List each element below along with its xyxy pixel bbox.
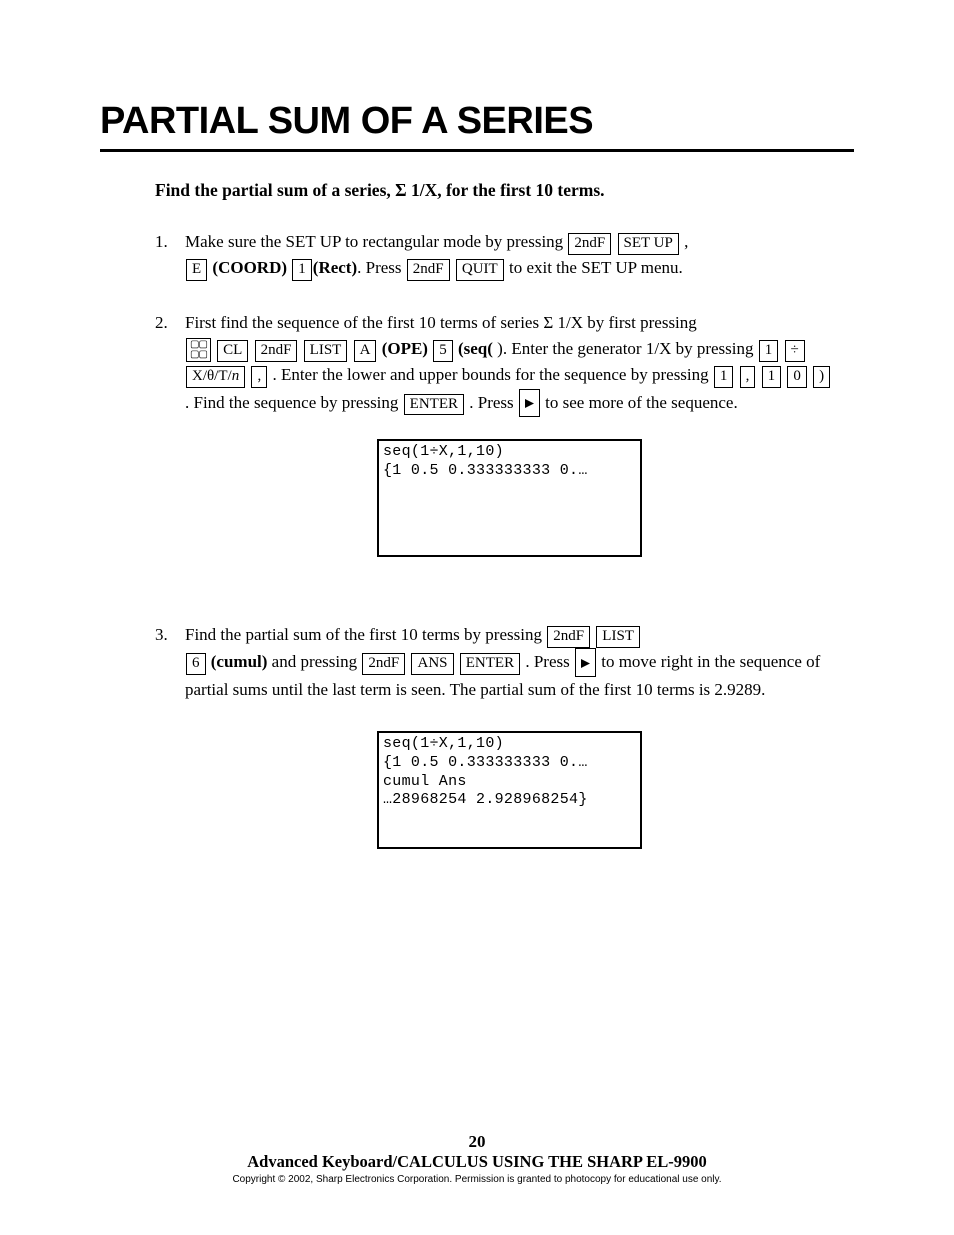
key-right-arrow2 — [575, 648, 596, 676]
key-2ndf-d: 2ndF — [547, 626, 590, 648]
subtitle-pre: Find the partial sum of a series, — [155, 180, 395, 200]
key-rparen: ) — [813, 366, 830, 388]
step2-text4: . Find the sequence by pressing — [185, 393, 403, 412]
key-a: A — [354, 340, 377, 362]
step3-text1: Find the partial sum of the first 10 ter… — [185, 625, 546, 644]
key-e: E — [186, 259, 207, 281]
key-quit: QUIT — [456, 259, 504, 281]
key-enter: ENTER — [404, 394, 464, 416]
step-2: First find the sequence of the first 10 … — [155, 310, 834, 557]
step1-text4: to exit the SET UP menu. — [505, 258, 683, 277]
key-0: 0 — [787, 366, 807, 388]
step1-text1: Make sure the SET UP to rectangular mode… — [185, 232, 567, 251]
key-1: 1 — [292, 259, 312, 281]
key-2ndf-e: 2ndF — [362, 653, 405, 675]
key-comma2: , — [740, 366, 756, 388]
key-2ndf: 2ndF — [568, 233, 611, 255]
key-right-arrow — [519, 389, 540, 417]
label-seq: (seq( — [458, 339, 493, 358]
book-title: Advanced Keyboard/CALCULUS USING THE SHA… — [0, 1152, 954, 1172]
key-1c: 1 — [714, 366, 734, 388]
key-1b: 1 — [759, 340, 779, 362]
key-cl: CL — [217, 340, 248, 362]
calc-screen-1: seq(1÷X,1,10) {1 0.5 0.333333333 0.… — [377, 439, 642, 557]
step1-text3: . Press — [357, 258, 406, 277]
content-body: Find the partial sum of a series, Σ 1/X,… — [100, 180, 854, 849]
key-5: 5 — [433, 340, 453, 362]
page-number: 20 — [0, 1132, 954, 1152]
step2-text1b: 1/X by first pressing — [553, 313, 697, 332]
key-comma: , — [251, 366, 267, 388]
label-rect: (Rect) — [313, 258, 357, 277]
key-list: LIST — [304, 340, 348, 362]
calc-screen-2: seq(1÷X,1,10) {1 0.5 0.333333333 0.… cum… — [377, 731, 642, 849]
sigma2: Σ — [543, 313, 553, 332]
label-cumul: (cumul) — [211, 652, 268, 671]
step2-text2: ). Enter the generator 1/X by pressing — [493, 339, 758, 358]
key-1d: 1 — [762, 366, 782, 388]
key-2ndf-b: 2ndF — [407, 259, 450, 281]
key-enter2: ENTER — [460, 653, 520, 675]
step2-text6: to see more of the sequence. — [541, 393, 738, 412]
sigma-symbol: Σ — [395, 180, 406, 200]
step2-text1: First find the sequence of the first 10 … — [185, 313, 543, 332]
subtitle-post: 1/X, for the first 10 terms. — [407, 180, 605, 200]
label-coord: (COORD) — [212, 258, 287, 277]
page-title: PARTIAL SUM OF A SERIES — [100, 100, 854, 152]
subtitle: Find the partial sum of a series, Σ 1/X,… — [155, 180, 834, 201]
step2-text5: . Press — [465, 393, 518, 412]
step2-text3: . Enter the lower and upper bounds for t… — [268, 365, 713, 384]
page-footer: 20 Advanced Keyboard/CALCULUS USING THE … — [0, 1132, 954, 1185]
key-2ndf-c: 2ndF — [255, 340, 298, 362]
key-6: 6 — [186, 653, 206, 675]
steps-list: Make sure the SET UP to rectangular mode… — [155, 229, 834, 849]
step3-text2: and pressing — [267, 652, 361, 671]
key-setup: SET UP — [618, 233, 679, 255]
step1-text2: , — [680, 232, 689, 251]
key-list2: LIST — [596, 626, 640, 648]
step-3: Find the partial sum of the first 10 ter… — [155, 622, 834, 849]
key-xthetan: X/θ/T/n — [186, 366, 245, 388]
key-ans: ANS — [411, 653, 453, 675]
key-mode-icon: ▢▢▢▢ — [186, 338, 211, 362]
step-1: Make sure the SET UP to rectangular mode… — [155, 229, 834, 282]
key-div: ÷ — [785, 340, 805, 362]
step3-text3: . Press — [521, 652, 574, 671]
label-ope: (OPE) — [382, 339, 428, 358]
copyright-text: Copyright © 2002, Sharp Electronics Corp… — [0, 1174, 954, 1185]
